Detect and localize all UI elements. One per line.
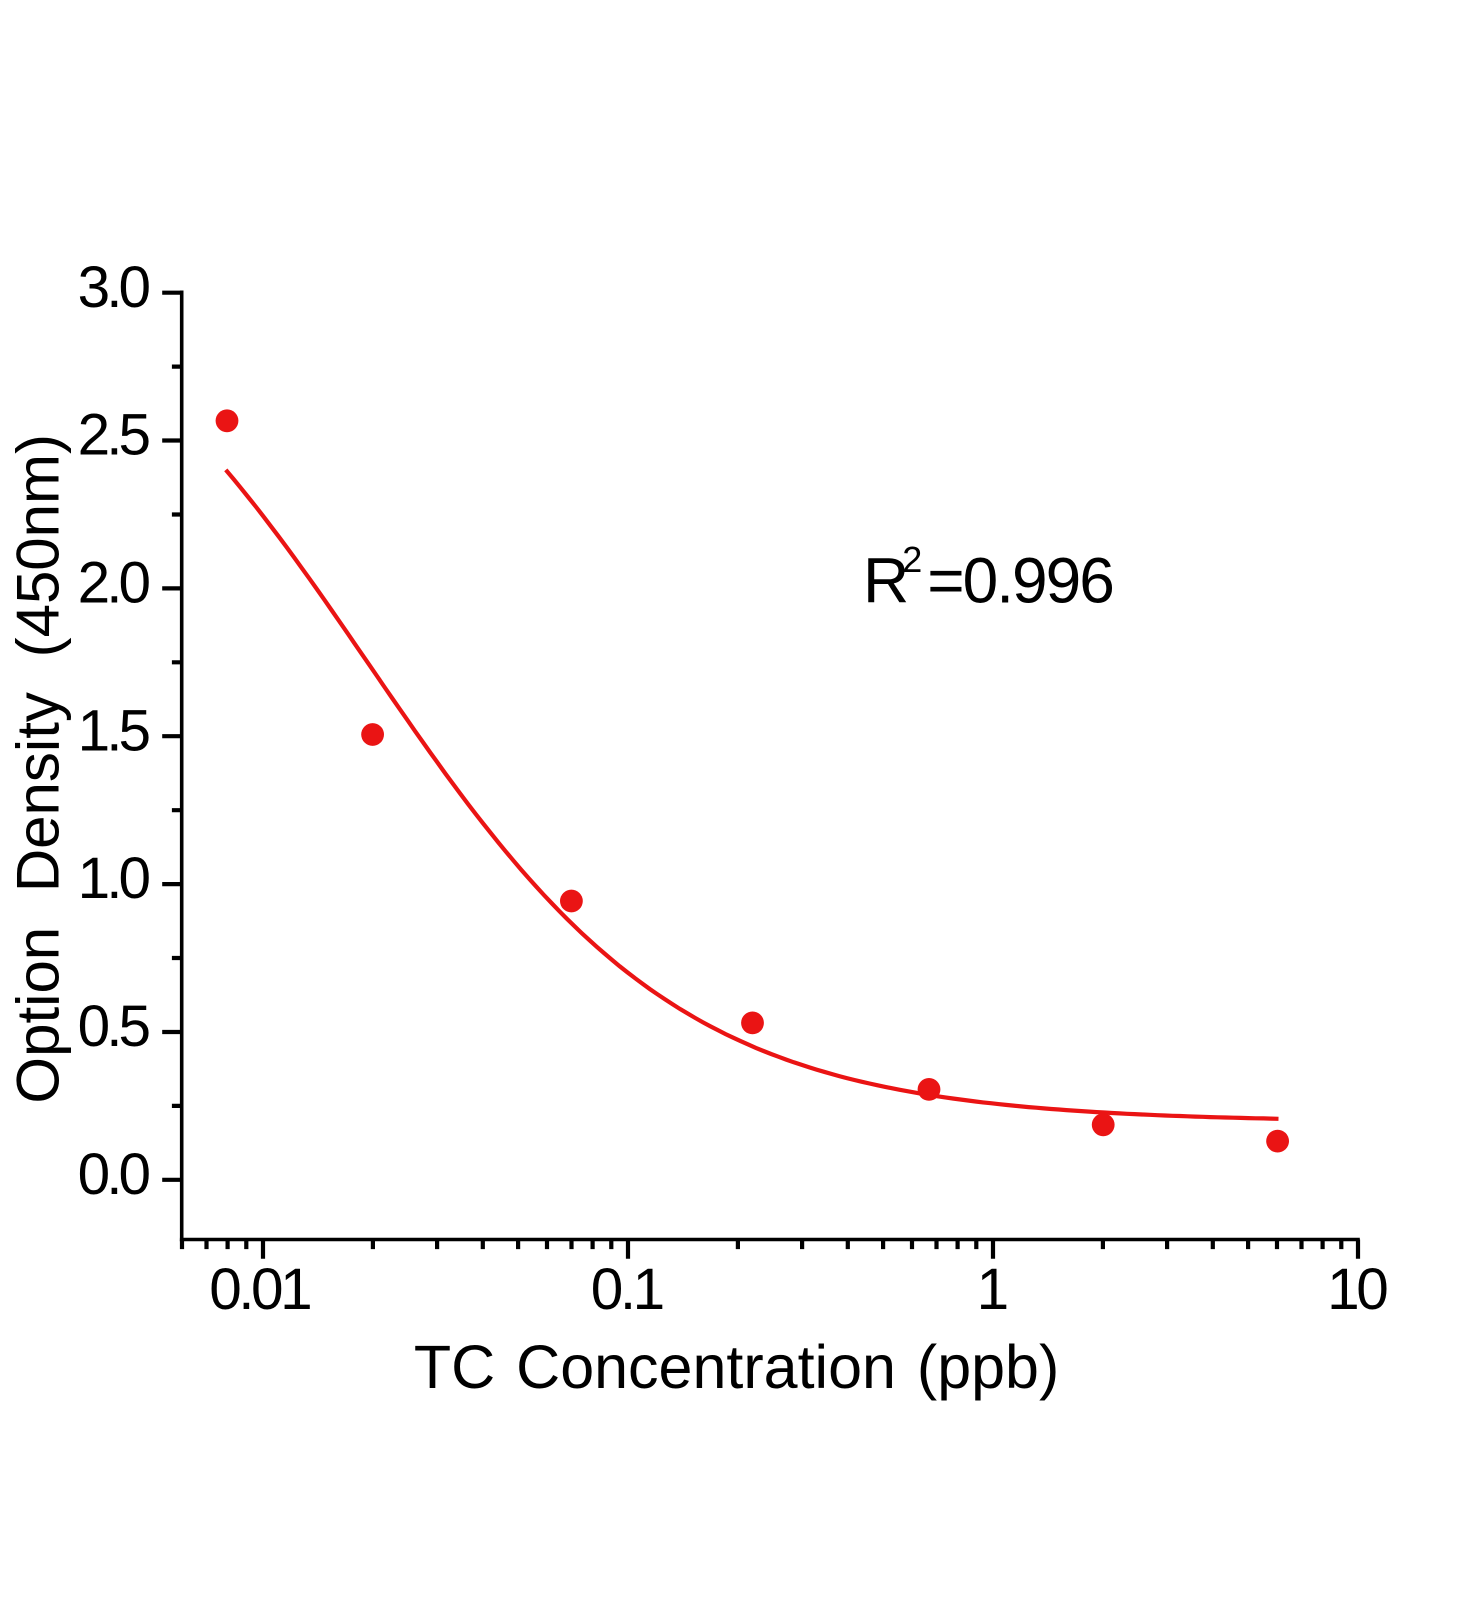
svg-text:0.5: 0.5 bbox=[78, 994, 150, 1059]
svg-text:R2=0.996: R2=0.996 bbox=[863, 539, 1113, 617]
svg-text:0.1: 0.1 bbox=[591, 1257, 663, 1322]
svg-text:2.5: 2.5 bbox=[78, 403, 150, 468]
svg-text:1: 1 bbox=[977, 1257, 1007, 1322]
svg-text:2.0: 2.0 bbox=[78, 551, 150, 616]
svg-text:0.0: 0.0 bbox=[78, 1142, 150, 1207]
svg-text:3.0: 3.0 bbox=[78, 255, 150, 320]
svg-text:Option Density (450nm): Option Density (450nm) bbox=[5, 434, 72, 1104]
svg-text:1.0: 1.0 bbox=[78, 846, 150, 911]
svg-text:1.5: 1.5 bbox=[78, 698, 150, 763]
svg-text:TC Concentration (ppb): TC Concentration (ppb) bbox=[414, 1333, 1059, 1401]
svg-text:10: 10 bbox=[1327, 1257, 1387, 1322]
svg-text:0.01: 0.01 bbox=[209, 1257, 310, 1322]
